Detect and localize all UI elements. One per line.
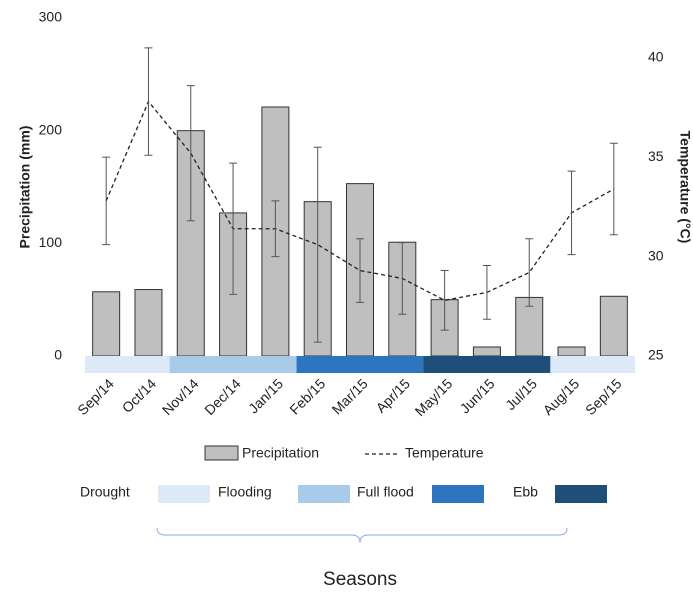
season-label: Full flood	[357, 484, 414, 500]
bar	[515, 296, 544, 357]
y-tick-label: 100	[39, 234, 63, 250]
error-bar	[271, 200, 280, 258]
season-label: Ebb	[513, 484, 538, 500]
legend-swatch	[204, 445, 239, 461]
x-tick-label: Jul/15	[502, 375, 540, 413]
season-strip	[550, 356, 635, 373]
y-tick-label: 200	[39, 121, 63, 137]
error-bar	[186, 85, 195, 222]
error-bar	[356, 238, 364, 303]
y2-tick-label: 30	[648, 247, 664, 263]
error-bar	[440, 270, 449, 331]
error-bar	[313, 146, 322, 343]
season-label: Drought	[80, 484, 130, 500]
bar	[134, 289, 163, 357]
x-tick-label: Nov/14	[159, 375, 202, 418]
season-swatch	[432, 485, 484, 503]
seasons-title: Seasons	[323, 569, 397, 590]
y2-tick-label: 35	[648, 148, 664, 164]
x-tick-label: Feb/15	[286, 375, 328, 417]
x-tick-label: Aug/15	[540, 375, 583, 418]
y2-tick-label: 25	[648, 347, 664, 363]
legend-label: Precipitation	[242, 445, 319, 461]
x-tick-label: Oct/14	[119, 375, 160, 416]
y-tick-label: 300	[39, 9, 63, 25]
x-tick-label: Mar/15	[329, 375, 371, 417]
error-bar	[398, 242, 407, 315]
season-strip	[85, 356, 170, 373]
x-tick-label: Jan/15	[245, 375, 286, 416]
season-strip	[423, 356, 551, 373]
error-bar	[525, 238, 534, 307]
x-tick-label: Sep/14	[74, 375, 117, 418]
bar	[92, 291, 121, 357]
season-strip	[296, 356, 424, 373]
y-tick-label: 0	[54, 347, 62, 363]
error-bar	[567, 170, 576, 256]
x-tick-label: Jun/15	[457, 375, 498, 416]
bar	[599, 295, 628, 357]
season-brace	[156, 527, 568, 544]
season-swatch	[158, 485, 210, 503]
x-tick-label: Dec/14	[201, 375, 244, 418]
season-strip	[169, 356, 297, 373]
error-bar	[609, 142, 618, 236]
season-swatch	[555, 485, 607, 503]
x-tick-label: Sep/15	[582, 375, 625, 418]
bar	[472, 346, 501, 357]
error-bar	[102, 156, 111, 246]
error-bar	[144, 47, 153, 156]
legend-label: Temperature	[405, 445, 484, 461]
error-bar	[482, 265, 491, 320]
season-label: Flooding	[218, 484, 272, 500]
y2-axis-label: Temperature (°C)	[677, 131, 693, 244]
x-tick-label: May/15	[412, 375, 456, 419]
y2-tick-label: 40	[648, 48, 664, 64]
y-axis-label: Precipitation (mm)	[17, 126, 33, 249]
bar	[557, 346, 586, 357]
x-tick-label: Apr/15	[373, 375, 414, 416]
error-bar	[229, 162, 238, 295]
season-swatch	[298, 485, 350, 503]
